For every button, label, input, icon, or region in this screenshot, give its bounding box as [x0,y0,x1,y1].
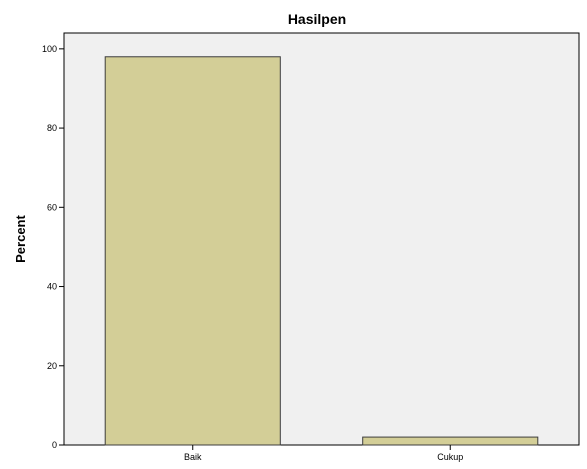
bars [104,56,539,446]
y-tick-label: 40 [47,282,57,292]
y-tick-label: 0 [52,440,57,450]
y-tick-label: 60 [47,202,57,212]
x-tick-label: Cukup [437,452,463,462]
chart-title: Hasilpen [288,11,346,27]
y-tick-label: 80 [47,123,57,133]
y-axis: 0 20 40 60 80 100 [42,44,64,450]
x-axis: Baik Cukup [184,445,463,462]
bar-baik [104,56,281,446]
y-tick-label: 100 [42,44,57,54]
x-tick-label: Baik [184,452,202,462]
y-tick-label: 20 [47,361,57,371]
bar-cukup [362,436,539,446]
y-axis-label: Percent [13,214,28,262]
